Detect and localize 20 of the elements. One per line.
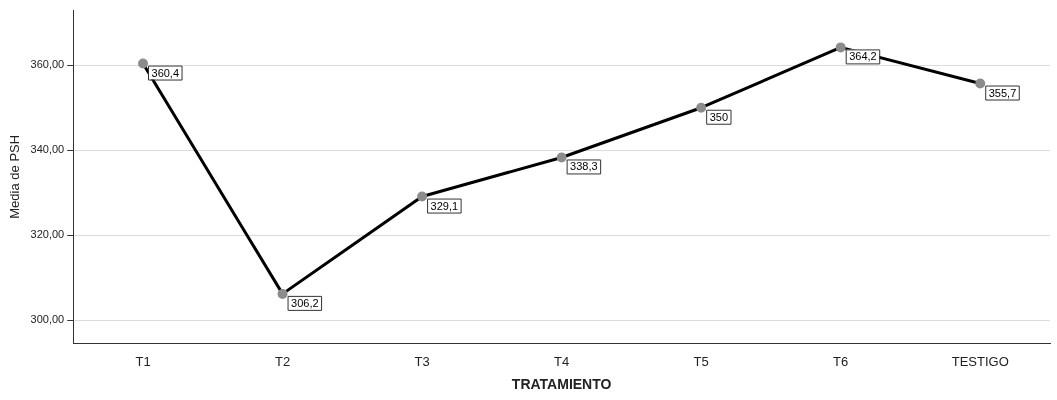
y-tick-label: 360,00 (30, 58, 65, 71)
data-label: 329,1 (430, 199, 459, 212)
y-tick-label: 340,00 (30, 143, 65, 156)
x-tick-label: T5 (693, 353, 709, 369)
x-tick-label: T2 (274, 353, 291, 369)
data-label: 364,2 (849, 50, 877, 63)
x-tick-label: T3 (414, 353, 430, 369)
data-label: 360,4 (151, 66, 180, 79)
y-tick-label: 320,00 (30, 228, 65, 241)
x-tick-label: T1 (135, 353, 151, 369)
y-axis-title: Media de PSH (7, 134, 23, 219)
x-tick-label: T4 (554, 353, 570, 369)
data-label: 350 (709, 110, 729, 123)
y-tick-label: 300,00 (30, 313, 65, 326)
data-label: 355,7 (988, 86, 1017, 99)
x-tick-label: T6 (833, 353, 849, 369)
x-tick-label: TESTIGO (951, 353, 1009, 369)
data-label: 338,3 (570, 160, 598, 173)
data-label: 306,2 (291, 296, 319, 309)
x-axis-title: TRATAMIENTO (511, 376, 612, 393)
